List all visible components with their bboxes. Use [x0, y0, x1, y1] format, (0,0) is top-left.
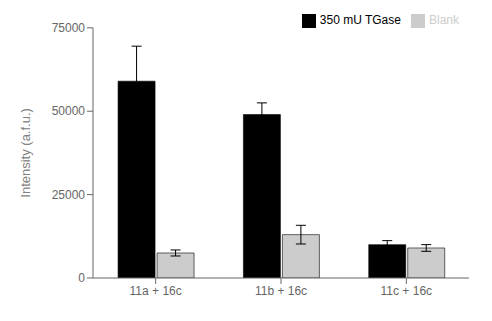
svg-text:50000: 50000 [52, 104, 86, 118]
svg-text:11b + 16c: 11b + 16c [255, 284, 307, 298]
html-text:350 mU TGase: 350 mU TGase [319, 13, 401, 27]
svg-text:0: 0 [78, 271, 85, 285]
svg-text:11a + 16c: 11a + 16c [130, 284, 182, 298]
svg-text:25000: 25000 [52, 188, 86, 202]
svg-text:75000: 75000 [52, 21, 86, 35]
svg-text:Intensity (a.f.u.): Intensity (a.f.u.) [18, 108, 33, 198]
svg-text:11c + 16c: 11c + 16c [381, 284, 432, 298]
html-text:Blank: Blank [429, 13, 459, 27]
